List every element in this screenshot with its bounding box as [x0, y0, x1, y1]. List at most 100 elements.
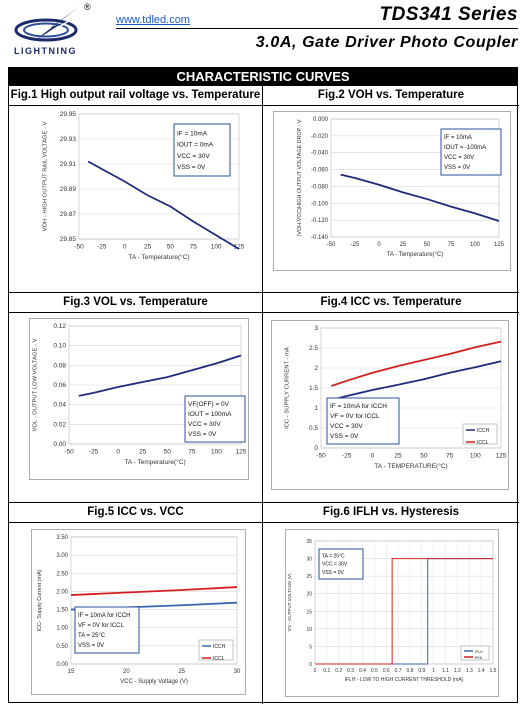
x-tick-label: 0.1: [323, 668, 330, 674]
series-line-icch: [331, 360, 502, 401]
chart-4: 0 0.5 1 1.5 2 2.5 3 -50 -25 0 25 50 75 100 125 TA - TEM…: [271, 320, 509, 490]
conditions-box: [74, 606, 140, 654]
figure-title: Fig.3 VOL vs. Temperature: [63, 296, 208, 308]
figure-cell-2: Fig.2 VOH vs. Temperature 0.000 -0.020 -0.0…: [263, 86, 519, 293]
y-tick-label: 25: [306, 574, 312, 580]
x-tick-label: 0: [314, 668, 317, 674]
y-tick-label: 2.50: [56, 571, 68, 577]
x-tick-label: 125: [234, 244, 245, 251]
x-tick-label: -25: [342, 453, 352, 460]
x-tick-label: 25: [139, 449, 147, 456]
plot-area: [70, 536, 238, 665]
figure-title: Fig.1 High output rail voltage vs. Tempe…: [10, 89, 261, 101]
y-axis-label: (VOH-VCC)HIGH OUTPUT VOLTAGE DROP - V: [297, 119, 303, 236]
series-line-ifhl: [315, 558, 493, 665]
y-tick-label: -0.060: [311, 168, 329, 174]
legend-box: [198, 639, 234, 661]
x-tick-label: -50: [316, 453, 326, 460]
figure-title: Fig.6 IFLH vs. Hysteresis: [322, 506, 460, 518]
legend-entry: ICCL: [213, 656, 225, 662]
y-tick-label: 29.91: [60, 161, 77, 168]
figure-cell-6: Fig.6 IFLH vs. Hysteresis 0 5 10 15 20 25 30 35 0…: [263, 503, 519, 704]
x-axis-label: VCC - Supply Voltage (V): [120, 679, 188, 685]
x-tick-label: 125: [494, 242, 505, 248]
y-tick-label: 29.89: [60, 186, 77, 193]
y-tick-label: 30: [306, 557, 312, 563]
plot-area: [330, 118, 500, 238]
conditions-box: [184, 395, 246, 443]
x-tick-label: 25: [400, 242, 407, 248]
x-tick-label: 1.1: [442, 668, 449, 674]
x-tick-label: 1: [432, 668, 435, 674]
y-tick-label: 3.50: [56, 535, 68, 541]
y-tick-label: 3: [314, 325, 318, 332]
x-tick-label: 25: [395, 453, 403, 460]
condition-line: VSS = 0V: [188, 431, 217, 438]
figure-title: Fig.5 ICC vs. VCC: [87, 506, 184, 518]
y-axis-label: VOL - OUTPUT LOW VOLTAGE - V: [33, 338, 39, 431]
series-line-main: [87, 160, 240, 250]
y-tick-label: 0.00: [56, 662, 68, 668]
conditions-box: [326, 397, 400, 445]
x-axis-label: TA - Temperature(°C): [124, 458, 185, 466]
x-tick-label: 0: [371, 453, 375, 460]
x-tick-label: 0.5: [371, 668, 378, 674]
y-tick-label: 0: [309, 662, 312, 668]
legend-entry: ICCH: [477, 428, 490, 434]
lightning-logo-icon: [14, 6, 87, 46]
plot-area: [78, 113, 240, 240]
x-tick-label: 75: [448, 242, 455, 248]
y-tick-label: 10: [306, 627, 312, 633]
x-axis-label: TA - TEMPERATURE(°C): [374, 462, 447, 470]
model-title: TDS341 Series: [379, 4, 518, 25]
x-tick-label: 50: [167, 244, 175, 251]
x-axis-label: TA - Temperature(°C): [128, 253, 189, 261]
y-tick-label: 0.5: [309, 425, 318, 432]
y-axis-label: ICC - SUPPLY CURRENT - mA: [285, 347, 291, 429]
y-tick-label: 2.5: [309, 345, 318, 352]
x-tick-label: 75: [190, 244, 198, 251]
condition-line: VF(OFF) = 0V: [188, 401, 230, 408]
y-tick-label: 2.00: [56, 589, 68, 595]
y-tick-label: 0.04: [53, 402, 66, 409]
legend-entry: IFLH: [475, 650, 483, 654]
y-tick-label: 2: [314, 365, 318, 372]
condition-line: VCC = 30V: [322, 562, 348, 568]
condition-line: VF = 0V for ICCL: [330, 413, 380, 420]
registered-mark: ®: [84, 2, 91, 12]
y-tick-label: 29.85: [60, 236, 77, 243]
figure-title-divider: [9, 105, 262, 106]
series-line-main: [78, 354, 242, 397]
figure-title-divider: [263, 105, 519, 106]
x-tick-label: 0: [116, 449, 120, 456]
figure-title-divider: [9, 522, 262, 523]
condition-line: VSS = 0V: [78, 643, 104, 649]
condition-line: IF = 10mA: [177, 130, 208, 137]
y-tick-label: 29.87: [60, 211, 77, 218]
y-tick-label: -0.080: [311, 184, 329, 190]
x-tick-label: 50: [164, 449, 172, 456]
y-tick-label: 3.00: [56, 553, 68, 559]
x-tick-label: 0.8: [406, 668, 413, 674]
figure-title-divider: [263, 522, 519, 523]
x-tick-label: -50: [327, 242, 336, 248]
y-axis-label: ICC- Supply Current (mA): [37, 569, 43, 631]
y-tick-label: 0.02: [53, 421, 66, 428]
condition-line: VSS = 0V: [330, 433, 359, 440]
series-line-iccl: [70, 586, 238, 596]
x-tick-label: 0: [377, 242, 381, 248]
plot-area: [320, 327, 502, 449]
chart-1: 29.85 29.87 29.89 29.91 29.93 29.95 -50 -25 0 25 5…: [43, 111, 245, 261]
x-tick-label: 0.6: [383, 668, 390, 674]
x-tick-label: 0.2: [335, 668, 342, 674]
y-tick-label: 5: [309, 644, 312, 650]
legend-entry: IFHL: [475, 656, 483, 660]
condition-line: TA = 25°C: [322, 553, 345, 559]
website-link[interactable]: www.tdled.com: [116, 14, 190, 26]
y-tick-label: 29.95: [60, 111, 77, 118]
condition-line: IF = 10mA for ICCH: [330, 403, 387, 410]
x-tick-label: 20: [123, 669, 130, 675]
x-tick-label: 0: [123, 244, 127, 251]
page-header: ® LIGHTNING www.tdled.com TDS341 Series …: [0, 0, 526, 64]
x-tick-label: 50: [420, 453, 428, 460]
